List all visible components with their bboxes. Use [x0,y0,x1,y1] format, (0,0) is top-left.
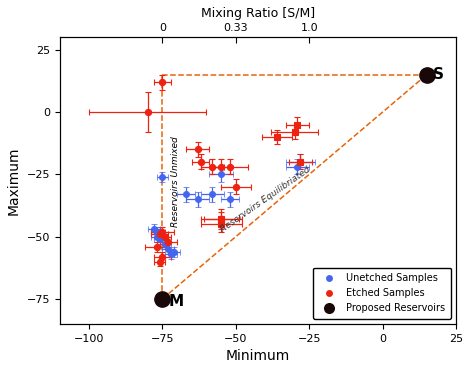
Text: Reservoirs Unmixed: Reservoirs Unmixed [171,137,180,227]
Text: Reservoirs Equilibriated: Reservoirs Equilibriated [219,165,312,234]
Text: S: S [432,67,444,82]
X-axis label: Minimum: Minimum [226,349,290,363]
Y-axis label: Maximum: Maximum [7,146,21,215]
Legend: Unetched Samples, Etched Samples, Proposed Reservoirs: Unetched Samples, Etched Samples, Propos… [313,268,451,319]
X-axis label: Mixing Ratio [S/M]: Mixing Ratio [S/M] [201,7,315,20]
Text: M: M [168,295,183,309]
